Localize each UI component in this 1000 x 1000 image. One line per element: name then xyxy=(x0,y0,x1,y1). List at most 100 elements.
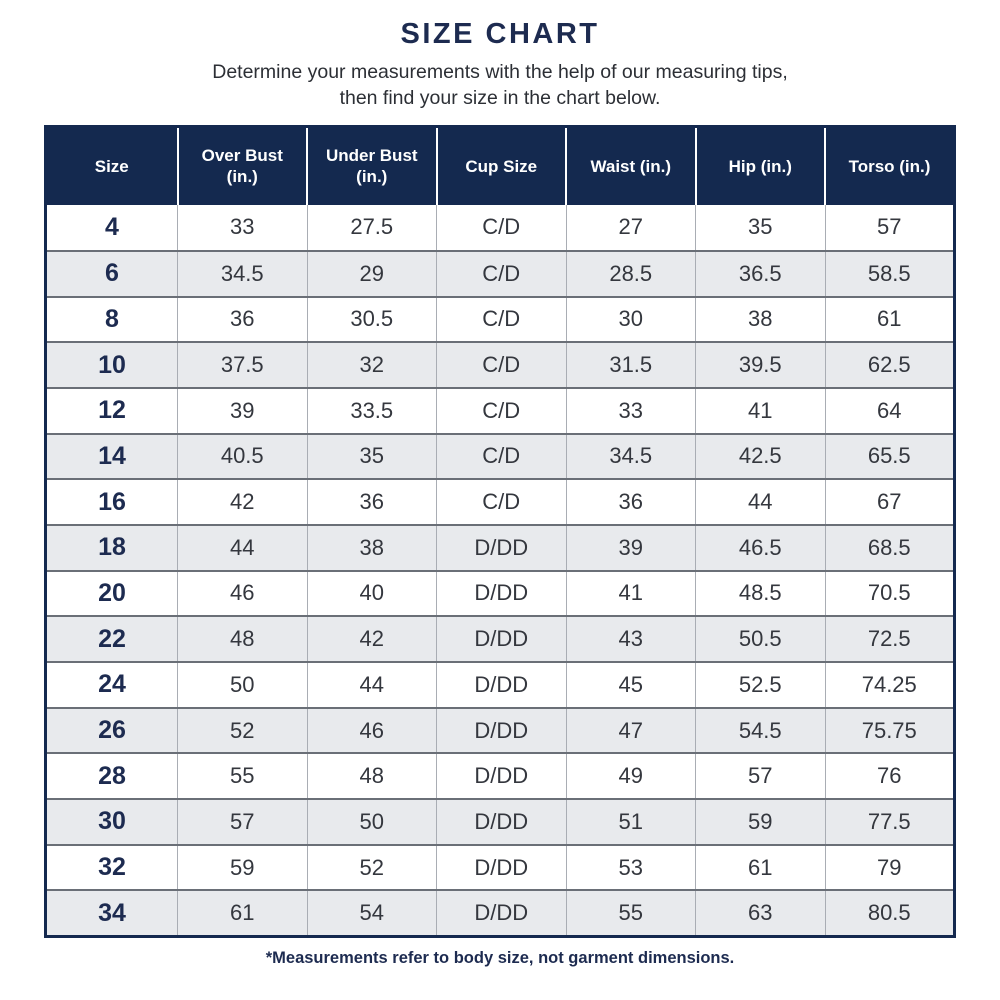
size-cell: 18 xyxy=(45,523,178,571)
data-cell: 33 xyxy=(566,386,696,434)
header-cell-over-bust-in: Over Bust (in.) xyxy=(177,126,308,206)
data-cell: 58.5 xyxy=(825,249,955,297)
data-cell: 80.5 xyxy=(825,889,955,937)
subtitle: Determine your measurements with the hel… xyxy=(0,59,1000,112)
data-cell: 67 xyxy=(825,478,955,525)
size-cell: 32 xyxy=(45,843,178,891)
data-cell: 65.5 xyxy=(825,432,955,480)
data-cell: C/D xyxy=(436,432,567,480)
table-row-size-6: 6 34.5 29 C/D 28.5 36.5 58.5 xyxy=(45,249,955,297)
data-cell: 30.5 xyxy=(307,295,437,343)
size-cell: 12 xyxy=(45,386,178,434)
data-cell: 41 xyxy=(566,569,696,617)
table-row-size-12: 12 39 33.5 C/D 33 41 64 xyxy=(45,386,955,434)
size-cell: 30 xyxy=(45,798,178,845)
table-row-size-8: 8 36 30.5 C/D 30 38 61 xyxy=(45,295,955,343)
size-cell: 14 xyxy=(45,432,178,480)
data-cell: 39.5 xyxy=(695,341,826,388)
table-row-size-10: 10 37.5 32 C/D 31.5 39.5 62.5 xyxy=(45,341,955,388)
data-cell: 70.5 xyxy=(825,569,955,617)
size-chart-table: Size Over Bust (in.) Under Bust (in.) Cup S… xyxy=(44,124,956,938)
size-cell: 16 xyxy=(45,478,178,525)
data-cell: 36.5 xyxy=(695,249,826,297)
data-cell: 38 xyxy=(695,295,826,343)
data-cell: 62.5 xyxy=(825,341,955,388)
size-cell: 28 xyxy=(45,752,178,800)
size-cell: 4 xyxy=(45,205,178,251)
data-cell: 63 xyxy=(695,889,826,937)
data-cell: 59 xyxy=(177,843,308,891)
data-cell: 52.5 xyxy=(695,661,826,708)
data-cell: 50 xyxy=(177,661,308,708)
data-cell: C/D xyxy=(436,295,567,343)
size-cell: 34 xyxy=(45,889,178,937)
data-cell: 74.25 xyxy=(825,661,955,708)
data-cell: 32 xyxy=(307,341,437,388)
data-cell: 45 xyxy=(566,661,696,708)
data-cell: 55 xyxy=(566,889,696,937)
data-cell: 48 xyxy=(177,615,308,662)
data-cell: D/DD xyxy=(436,889,567,937)
data-cell: 42.5 xyxy=(695,432,826,480)
table-row-size-18: 18 44 38 D/DD 39 46.5 68.5 xyxy=(45,523,955,571)
data-cell: 40.5 xyxy=(177,432,308,480)
data-cell: C/D xyxy=(436,249,567,297)
data-cell: 54 xyxy=(307,889,437,937)
data-cell: 34.5 xyxy=(566,432,696,480)
data-cell: 57 xyxy=(695,752,826,800)
data-cell: 47 xyxy=(566,706,696,754)
data-cell: 46 xyxy=(177,569,308,617)
data-cell: 59 xyxy=(695,798,826,845)
data-cell: 54.5 xyxy=(695,706,826,754)
header-cell-waist-in: Waist (in.) xyxy=(566,126,697,206)
table-row-size-34: 34 61 54 D/DD 55 63 80.5 xyxy=(45,889,955,937)
table-row-size-20: 20 46 40 D/DD 41 48.5 70.5 xyxy=(45,569,955,617)
data-cell: 79 xyxy=(825,843,955,891)
data-cell: D/DD xyxy=(436,752,567,800)
data-cell: 36 xyxy=(307,478,437,525)
data-cell: 35 xyxy=(307,432,437,480)
data-cell: 28.5 xyxy=(566,249,696,297)
data-cell: 44 xyxy=(177,523,308,571)
data-cell: C/D xyxy=(436,478,567,525)
data-cell: 36 xyxy=(566,478,696,525)
data-cell: D/DD xyxy=(436,706,567,754)
data-cell: 77.5 xyxy=(825,798,955,845)
data-cell: 50.5 xyxy=(695,615,826,662)
size-cell: 10 xyxy=(45,341,178,388)
data-cell: 30 xyxy=(566,295,696,343)
data-cell: D/DD xyxy=(436,569,567,617)
data-cell: 61 xyxy=(177,889,308,937)
data-cell: 46 xyxy=(307,706,437,754)
header-cell-cup-size: Cup Size xyxy=(436,126,567,206)
footnote: *Measurements refer to body size, not ga… xyxy=(265,948,735,967)
data-cell: 48.5 xyxy=(695,569,826,617)
size-cell: 26 xyxy=(45,706,178,754)
data-cell: 31.5 xyxy=(566,341,696,388)
data-cell: 42 xyxy=(307,615,437,662)
size-cell: 24 xyxy=(45,661,178,708)
data-cell: 42 xyxy=(177,478,308,525)
data-cell: 52 xyxy=(177,706,308,754)
data-cell: 61 xyxy=(825,295,955,343)
data-cell: 33 xyxy=(177,205,308,251)
header-cell-hip-in: Hip (in.) xyxy=(695,126,826,206)
data-cell: D/DD xyxy=(436,798,567,845)
data-cell: 27 xyxy=(566,205,696,251)
data-cell: 61 xyxy=(695,843,826,891)
data-cell: 57 xyxy=(825,205,955,251)
data-cell: 53 xyxy=(566,843,696,891)
size-cell: 6 xyxy=(45,249,178,297)
header-row: Size Over Bust (in.) Under Bust (in.) Cup S… xyxy=(45,126,955,206)
data-cell: 76 xyxy=(825,752,955,800)
table-row-size-24: 24 50 44 D/DD 45 52.5 74.25 xyxy=(45,661,955,708)
data-cell: 35 xyxy=(695,205,826,251)
data-cell: 34.5 xyxy=(177,249,308,297)
table-row-size-4: 4 33 27.5 C/D 27 35 57 xyxy=(45,205,955,251)
data-cell: 44 xyxy=(695,478,826,525)
data-cell: 64 xyxy=(825,386,955,434)
data-cell: 29 xyxy=(307,249,437,297)
data-cell: 38 xyxy=(307,523,437,571)
data-cell: 40 xyxy=(307,569,437,617)
